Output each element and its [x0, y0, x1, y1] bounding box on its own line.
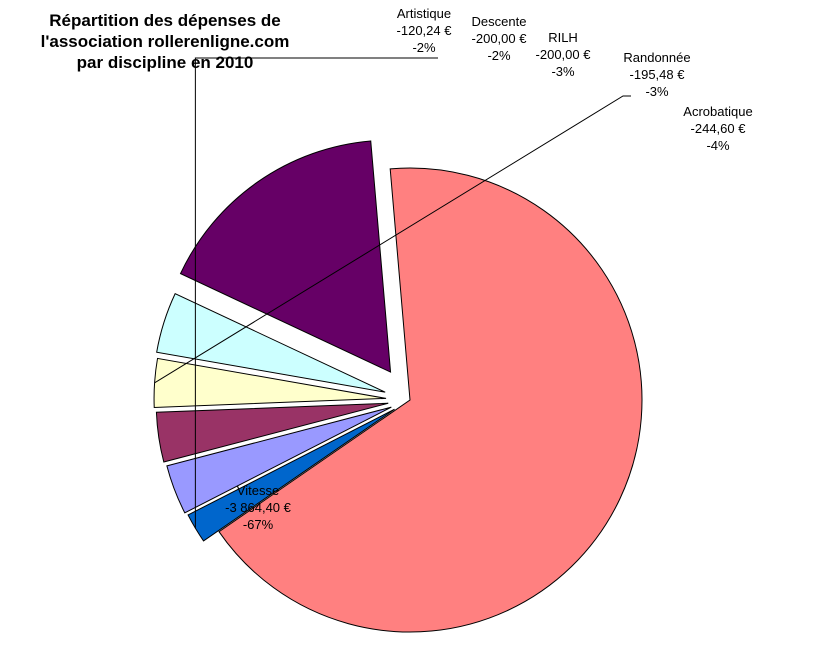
pie-slice-agressif: [179, 140, 392, 373]
pie-slice-descente: [166, 406, 392, 514]
slice-label-agressif-name: Agressif: [653, 318, 700, 333]
pie-labels: Vitesse -3 864,40 € -67% Artistique -120,24 …: [154, 6, 753, 532]
pie-slice-acrobatique: [156, 292, 386, 393]
pie-slice-artistique: [187, 408, 395, 542]
slice-label-vitesse-value: -3 864,40 €: [225, 500, 292, 515]
slice-label-rilh-percent: -3%: [551, 64, 575, 79]
slice-label-agressif-value: -964,36 €: [649, 335, 705, 350]
slice-label-descente-value: -200,00 €: [472, 31, 528, 46]
chart-title-line-2: l'association rollerenligne.com: [40, 32, 290, 51]
slice-label-agressif-percent: -17%: [661, 352, 692, 367]
slice-label-artistique-percent: -2%: [412, 40, 436, 55]
pie-slice-randonnee: [153, 357, 387, 408]
slice-label-descente-name: Descente: [472, 14, 527, 29]
slice-label-acrobatique-percent: -4%: [706, 138, 730, 153]
slice-label-vitesse-percent: -67%: [243, 517, 274, 532]
pie-slice-rilh: [155, 402, 389, 463]
slice-label-rilh-name: RILH: [548, 30, 578, 45]
pie-slice-vitesse: [218, 167, 643, 633]
slice-label-acrobatique-name: Acrobatique: [683, 104, 752, 119]
slice-label-artistique-name: Artistique: [397, 6, 451, 21]
chart-title-line-1: Répartition des dépenses de: [49, 11, 281, 30]
slice-label-rilh-value: -200,00 €: [536, 47, 592, 62]
pie-slices: [153, 140, 643, 633]
leader-line-artistique: [194, 57, 438, 529]
leader-line-randonnee: [154, 95, 631, 384]
slice-label-vitesse-name: Vitesse: [237, 483, 279, 498]
slice-label-randonnee-percent: -3%: [645, 84, 669, 99]
slice-label-randonnee-name: Randonnée: [623, 50, 690, 65]
slice-label-acrobatique-value: -244,60 €: [691, 121, 747, 136]
slice-label-randonnee-value: -195,48 €: [630, 67, 686, 82]
slice-label-artistique-value: -120,24 €: [397, 23, 453, 38]
slice-label-descente-percent: -2%: [487, 48, 511, 63]
